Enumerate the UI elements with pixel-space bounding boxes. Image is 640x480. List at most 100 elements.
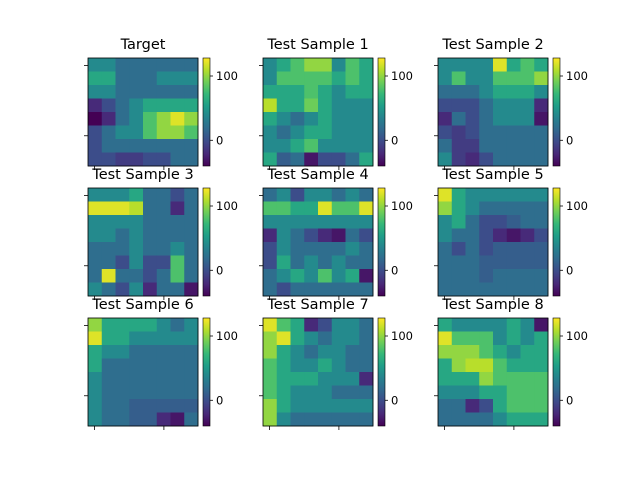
heatmap-cell: [506, 331, 521, 346]
heatmap-cell: [88, 188, 103, 202]
heatmap-cell: [304, 345, 319, 359]
heatmap-cell: [520, 358, 535, 373]
heatmap-cell: [88, 201, 103, 216]
heatmap-cell: [129, 385, 144, 400]
heatmap-cell: [534, 385, 549, 400]
heatmap-cell: [156, 412, 171, 427]
heatmap-cell: [129, 201, 144, 216]
heatmap-cell: [331, 385, 346, 400]
heatmap-cell: [534, 372, 549, 386]
heatmap-cell: [359, 201, 374, 216]
heatmap-cell: [184, 125, 199, 140]
heatmap-cell: [184, 201, 199, 216]
heatmap-cell: [318, 228, 333, 243]
heatmap-cell: [115, 318, 130, 332]
heatmap-cell: [290, 125, 305, 140]
heatmap-cell: [101, 255, 116, 270]
heatmap-cell: [115, 358, 130, 373]
heatmap-cell: [129, 228, 144, 243]
heatmap-cell: [129, 215, 144, 229]
heatmap-cell: [438, 188, 453, 202]
heatmap-cell: [438, 98, 453, 113]
heatmap-cell: [143, 125, 158, 140]
heatmap-cell: [170, 331, 185, 346]
panel-title: Test Sample 2: [441, 37, 543, 53]
heatmap-cell: [465, 112, 480, 126]
heatmap-cell: [451, 152, 466, 167]
heatmap-cell: [534, 358, 549, 373]
heatmap-cell: [493, 385, 508, 400]
heatmap-cell: [345, 255, 360, 270]
heatmap-cell: [88, 412, 103, 427]
heatmap-cell: [101, 139, 116, 153]
heatmap-cell: [534, 255, 549, 270]
heatmap-cell: [156, 125, 171, 140]
heatmap-cell: [318, 188, 333, 202]
heatmap-cell: [493, 242, 508, 256]
heatmap-cell: [101, 331, 116, 346]
heatmap-cell: [184, 372, 199, 386]
heatmap-cell: [290, 331, 305, 346]
heatmap-cell: [115, 98, 130, 113]
colorbar: [377, 57, 386, 167]
heatmap-cell: [170, 412, 185, 427]
heatmap-cell: [101, 188, 116, 202]
heatmap-cell: [331, 188, 346, 202]
heatmap-cell: [520, 112, 535, 126]
heatmap-cell: [438, 228, 453, 243]
heatmap-cell: [276, 85, 291, 99]
heatmap-cell: [465, 372, 480, 386]
heatmap-cell: [184, 345, 199, 359]
heatmap-cell: [438, 85, 453, 99]
heatmap-cell: [129, 85, 144, 99]
heatmap-cell: [493, 345, 508, 359]
heatmap-cell: [331, 112, 346, 126]
heatmap-cell: [345, 139, 360, 153]
heatmap-cell: [359, 58, 374, 72]
heatmap-cell: [184, 358, 199, 373]
heatmap-cell: [304, 412, 319, 427]
heatmap-cell: [345, 58, 360, 72]
heatmap-cell: [465, 58, 480, 72]
heatmap-cell: [520, 399, 535, 413]
heatmap-cell: [143, 215, 158, 229]
heatmap-cell: [156, 345, 171, 359]
heatmap-cell: [156, 85, 171, 99]
heatmap-cell: [438, 215, 453, 229]
heatmap-cell: [479, 112, 494, 126]
heatmap-cell: [493, 139, 508, 153]
heatmap-cell: [506, 228, 521, 243]
heatmap-cell: [263, 71, 278, 86]
panel-title: Test Sample 8: [441, 297, 543, 313]
heatmap-cell: [331, 372, 346, 386]
heatmap-cell: [318, 385, 333, 400]
heatmap-cell: [451, 71, 466, 86]
heatmap-cell: [101, 112, 116, 126]
heatmap-cell: [493, 331, 508, 346]
heatmap-cell: [115, 188, 130, 202]
heatmap-cell: [438, 399, 453, 413]
colorbar-tick-label: 0: [566, 263, 573, 277]
colorbar-tick-label: 100: [216, 199, 238, 213]
heatmap-cell: [479, 188, 494, 202]
heatmap-cell: [345, 385, 360, 400]
heatmap-cell: [263, 152, 278, 167]
colorbar: [552, 57, 561, 167]
heatmap-cell: [143, 318, 158, 332]
heatmap-cell: [451, 215, 466, 229]
heatmap-cell: [451, 269, 466, 283]
heatmap-cell: [359, 139, 374, 153]
panel-title: Test Sample 4: [266, 167, 368, 183]
heatmap-cell: [115, 215, 130, 229]
heatmap-cell: [465, 318, 480, 332]
heatmap-cell: [115, 282, 130, 297]
heatmap-cell: [290, 98, 305, 113]
heatmap-cell: [184, 255, 199, 270]
heatmap-cell: [263, 112, 278, 126]
heatmap-cell: [129, 269, 144, 283]
heatmap-cell: [304, 318, 319, 332]
heatmap-cell: [115, 412, 130, 427]
heatmap-cell: [170, 345, 185, 359]
heatmap-cell: [520, 331, 535, 346]
heatmap-cell: [465, 282, 480, 297]
